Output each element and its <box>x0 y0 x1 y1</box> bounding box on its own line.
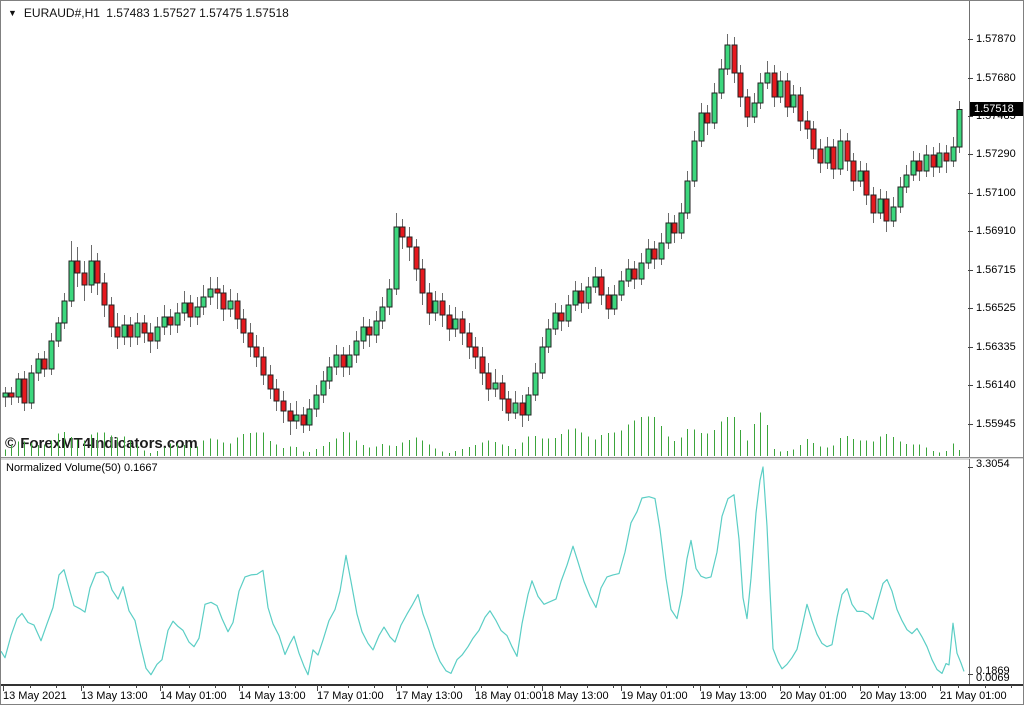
time-axis-label: 14 May 13:00 <box>239 690 306 702</box>
time-axis-label: 17 May 13:00 <box>396 690 463 702</box>
time-axis-label: 14 May 01:00 <box>160 690 227 702</box>
time-axis-label: 19 May 13:00 <box>700 690 767 702</box>
price-axis-label: 1.57290 <box>976 148 1016 160</box>
price-axis-label: 1.57870 <box>976 33 1016 45</box>
time-axis-label: 19 May 01:00 <box>621 690 688 702</box>
current-price-box: 1.57518 <box>970 102 1023 116</box>
price-axis-label: 1.56140 <box>976 379 1016 391</box>
symbol-period-label: EURAUD#,H1 <box>23 6 100 20</box>
price-axis-label: 1.55945 <box>976 418 1016 430</box>
indicator-min-label: 0.0069 <box>976 672 1010 684</box>
chart-title: ▼ EURAUD#,H1 1.57483 1.57527 1.57475 1.57518 <box>8 6 292 20</box>
price-axis-label: 1.56335 <box>976 341 1016 353</box>
indicator-min-label: 0.1869 <box>976 665 1010 677</box>
price-axis-label: 1.57680 <box>976 72 1016 84</box>
time-axis-label: 21 May 01:00 <box>940 690 1007 702</box>
price-axis-label: 1.56715 <box>976 264 1016 276</box>
ohlc-high: 1.57527 <box>152 6 197 20</box>
normalized-volume-line <box>1 466 965 676</box>
ohlc-close: 1.57518 <box>245 6 289 20</box>
time-axis-label: 13 May 2021 <box>3 690 67 702</box>
time-axis-label: 20 May 01:00 <box>780 690 847 702</box>
chevron-down-icon[interactable]: ▼ <box>8 8 17 18</box>
price-axis-label: 1.57100 <box>976 187 1016 199</box>
price-axis-label: 1.56525 <box>976 302 1016 314</box>
time-axis-label: 13 May 13:00 <box>81 690 148 702</box>
time-axis-label: 18 May 13:00 <box>542 690 609 702</box>
time-axis-label: 17 May 01:00 <box>317 690 384 702</box>
ohlc-low: 1.57475 <box>199 6 243 20</box>
indicator-label: Normalized Volume(50) 0.1667 <box>6 462 158 474</box>
price-axis-label: 1.56910 <box>976 225 1016 237</box>
time-axis-label: 18 May 01:00 <box>475 690 542 702</box>
ohlc-open: 1.57483 <box>106 6 150 20</box>
indicator-max-label: 3.3054 <box>976 458 1010 470</box>
watermark: © ForexMT4Indicators.com <box>5 435 198 452</box>
time-axis-label: 20 May 13:00 <box>860 690 927 702</box>
